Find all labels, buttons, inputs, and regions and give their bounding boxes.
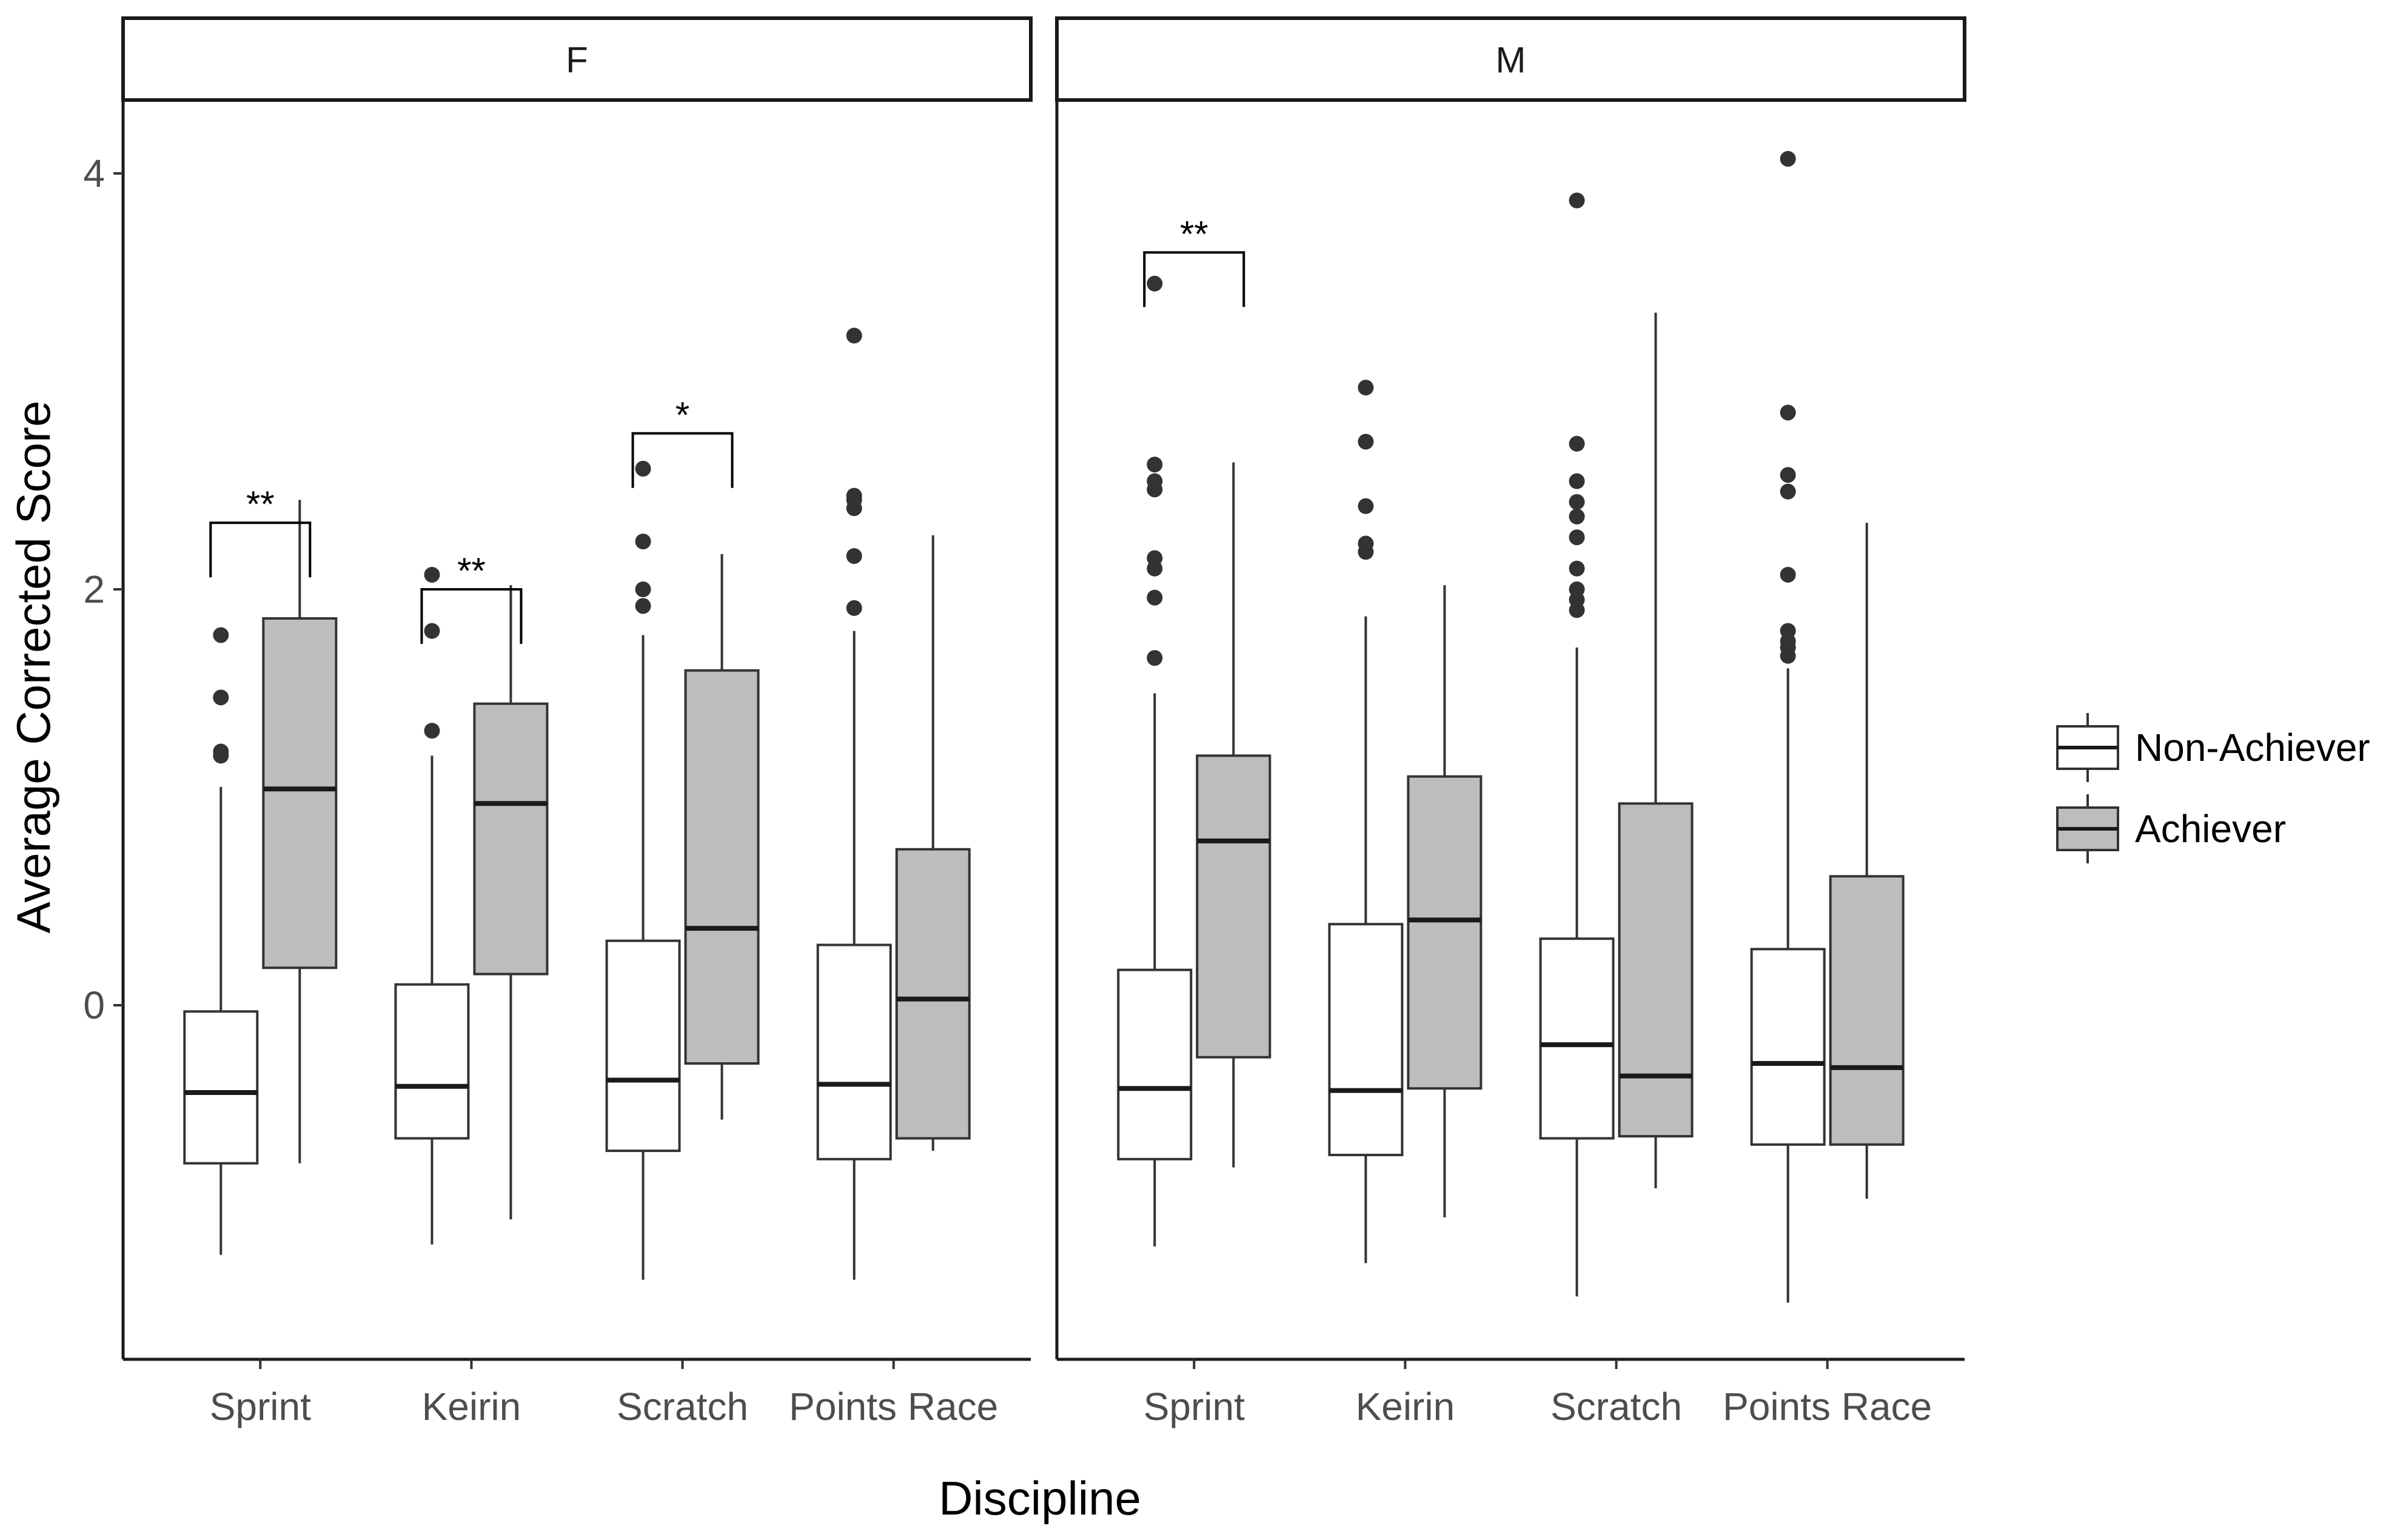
facet-m-keirin-non-achiever-outlier-3 bbox=[1358, 434, 1374, 450]
facet-f-scratch-non-achiever-box bbox=[605, 939, 681, 1153]
x-axis: Sprint Keirin Scratch Points Race Sprint Keir… bbox=[210, 1359, 1932, 1428]
legend-label-achiever: Achiever bbox=[2135, 807, 2286, 851]
facet-f-points-race-non-achiever-outlier-1 bbox=[846, 548, 862, 564]
facet-m-points-race-non-achiever-outlier-8 bbox=[1780, 150, 1796, 167]
facet-m-scratch-non-achiever-outlier-4 bbox=[1569, 529, 1585, 546]
facet-m-points-race-non-achiever-outlier-6 bbox=[1780, 467, 1796, 483]
facet-f-group-sprint: ** bbox=[183, 484, 338, 1255]
facet-m-scratch-non-achiever-outlier-8 bbox=[1569, 435, 1585, 452]
facet-f-sprint-achiever-box bbox=[262, 617, 338, 969]
facet-m-sprint-non-achiever-box bbox=[1117, 968, 1193, 1160]
facet-f-scratch-achiever-box bbox=[684, 669, 760, 1065]
facet-f-keirin-achiever-box bbox=[473, 702, 549, 976]
facet-f-group-keirin: ** bbox=[394, 551, 549, 1245]
facet-m-scratch-non-achiever-outlier-2 bbox=[1569, 581, 1585, 597]
facet-f-x-tick-label-sprint: Sprint bbox=[210, 1385, 311, 1428]
facet-f-keirin-non-achiever-outlier-2 bbox=[424, 566, 440, 583]
y-axis: 0 2 4 bbox=[83, 152, 123, 1027]
facet-f-scratch-significance-label: * bbox=[675, 395, 689, 435]
facet-m-sprint-non-achiever-outlier-0 bbox=[1147, 650, 1163, 666]
legend-item-non-achiever: Non-Achiever bbox=[2056, 713, 2370, 782]
y-tick-label-2: 2 bbox=[83, 567, 105, 611]
facet-f-group-scratch: * bbox=[605, 395, 760, 1280]
facet-f-keirin-non-achiever-outlier-0 bbox=[424, 723, 440, 739]
facet-m-keirin-non-achiever-outlier-2 bbox=[1358, 498, 1374, 514]
facet-m-sprint-significance-bracket bbox=[1143, 251, 1245, 307]
y-tick-label-0: 0 bbox=[83, 983, 105, 1027]
facet-f-sprint-significance-bracket bbox=[209, 521, 312, 578]
facet-m-sprint-achiever-box bbox=[1196, 754, 1272, 1059]
facet-m-sprint-non-achiever-outlier-7 bbox=[1147, 275, 1163, 292]
facet-m-strip-label: M bbox=[1496, 40, 1526, 81]
legend: Non-Achiever Achiever bbox=[2056, 713, 2370, 863]
facet-m-points-race-achiever-box bbox=[1829, 875, 1905, 1146]
x-axis-title: Discipline bbox=[939, 1471, 1141, 1525]
facet-f-sprint-non-achiever-outlier-2 bbox=[213, 689, 229, 706]
facet-m-strip bbox=[1055, 16, 1966, 102]
y-axis-title: Average Corrected Score bbox=[7, 401, 60, 934]
facet-f-scratch-significance-bracket bbox=[631, 432, 734, 488]
facet-m-keirin-non-achiever-box bbox=[1328, 923, 1404, 1156]
facet-m-x-tick-label-scratch: Scratch bbox=[1550, 1385, 1682, 1428]
facet-m-group-keirin bbox=[1328, 380, 1483, 1264]
facet-f-scratch-non-achiever-outlier-1 bbox=[635, 581, 651, 597]
facet-m-sprint-non-achiever-outlier-5 bbox=[1147, 473, 1163, 489]
facet-f-strip bbox=[121, 16, 1033, 102]
facet-m-scratch-achiever-box bbox=[1618, 802, 1694, 1138]
facet-f-sprint-significance-label: ** bbox=[246, 484, 275, 524]
facet-m-keirin-non-achiever-outlier-4 bbox=[1358, 380, 1374, 396]
legend-item-achiever: Achiever bbox=[2056, 794, 2286, 863]
facet-f-sprint-non-achiever-outlier-1 bbox=[213, 743, 229, 760]
facet-f-scratch-non-achiever-outlier-3 bbox=[635, 461, 651, 477]
facet-m-sprint-non-achiever-outlier-6 bbox=[1147, 457, 1163, 473]
facet-f-points-race-non-achiever-outlier-4 bbox=[846, 487, 862, 504]
facet-m-scratch-non-achiever-outlier-9 bbox=[1569, 192, 1585, 209]
facet-f-points-race-achiever-box bbox=[895, 848, 971, 1140]
facet-m-group-sprint: ** bbox=[1117, 213, 1272, 1247]
facet-m-points-race-non-achiever-outlier-5 bbox=[1780, 483, 1796, 500]
facet-f-points-race-non-achiever-outlier-0 bbox=[846, 600, 862, 616]
facet-m-x-tick-label-keirin: Keirin bbox=[1356, 1385, 1455, 1428]
facet-f-keirin-significance-bracket bbox=[420, 588, 523, 644]
facet-m-panel: M ** bbox=[1055, 16, 1966, 1361]
facet-f-sprint-non-achiever-outlier-3 bbox=[213, 627, 229, 643]
facet-f-panel: F***** bbox=[121, 16, 1033, 1361]
facet-f-points-race-non-achiever-box bbox=[816, 943, 892, 1160]
facet-m-scratch-non-achiever-outlier-5 bbox=[1569, 508, 1585, 524]
facet-m-sprint-non-achiever-outlier-3 bbox=[1147, 550, 1163, 566]
facet-m-x-tick-label-sprint: Sprint bbox=[1144, 1385, 1245, 1428]
facet-m-points-race-non-achiever-outlier-3 bbox=[1780, 623, 1796, 639]
facet-m-scratch-non-achiever-outlier-7 bbox=[1569, 473, 1585, 489]
facet-f-group-points-race bbox=[816, 327, 971, 1280]
facet-m-sprint-non-achiever-outlier-1 bbox=[1147, 589, 1163, 606]
facet-f-scratch-non-achiever-outlier-0 bbox=[635, 598, 651, 614]
facet-f-x-tick-label-points-race: Points Race bbox=[789, 1385, 998, 1428]
facet-m-keirin-non-achiever-outlier-1 bbox=[1358, 535, 1374, 552]
facet-m-x-tick-label-points-race: Points Race bbox=[1723, 1385, 1932, 1428]
facet-m-points-race-non-achiever-outlier-4 bbox=[1780, 566, 1796, 583]
facet-f-keirin-significance-label: ** bbox=[457, 551, 486, 591]
facet-f-keirin-non-achiever-box bbox=[394, 983, 470, 1140]
facet-panels: F*****M** bbox=[121, 16, 1966, 1361]
facet-m-keirin-achiever-box bbox=[1407, 775, 1483, 1090]
facet-f-strip-label: F bbox=[566, 40, 588, 81]
facet-m-group-points-race bbox=[1750, 150, 1905, 1303]
facet-m-points-race-non-achiever-box bbox=[1750, 948, 1826, 1146]
facet-f-points-race-non-achiever-outlier-5 bbox=[846, 327, 862, 344]
facet-m-points-race-non-achiever-outlier-7 bbox=[1780, 404, 1796, 421]
facet-m-sprint-significance-label: ** bbox=[1180, 213, 1208, 254]
facet-f-sprint-non-achiever-box bbox=[183, 1010, 259, 1165]
facet-f-scratch-non-achiever-outlier-2 bbox=[635, 534, 651, 550]
legend-label-non-achiever: Non-Achiever bbox=[2135, 726, 2370, 769]
facet-f-keirin-non-achiever-outlier-1 bbox=[424, 623, 440, 639]
facet-f-x-tick-label-scratch: Scratch bbox=[617, 1385, 748, 1428]
y-tick-label-4: 4 bbox=[83, 152, 105, 195]
facet-m-scratch-non-achiever-box bbox=[1539, 937, 1615, 1140]
facet-m-scratch-non-achiever-outlier-3 bbox=[1569, 560, 1585, 577]
facet-m-scratch-non-achiever-outlier-6 bbox=[1569, 494, 1585, 510]
facet-m-group-scratch bbox=[1539, 192, 1694, 1297]
facet-f-x-tick-label-keirin: Keirin bbox=[422, 1385, 521, 1428]
